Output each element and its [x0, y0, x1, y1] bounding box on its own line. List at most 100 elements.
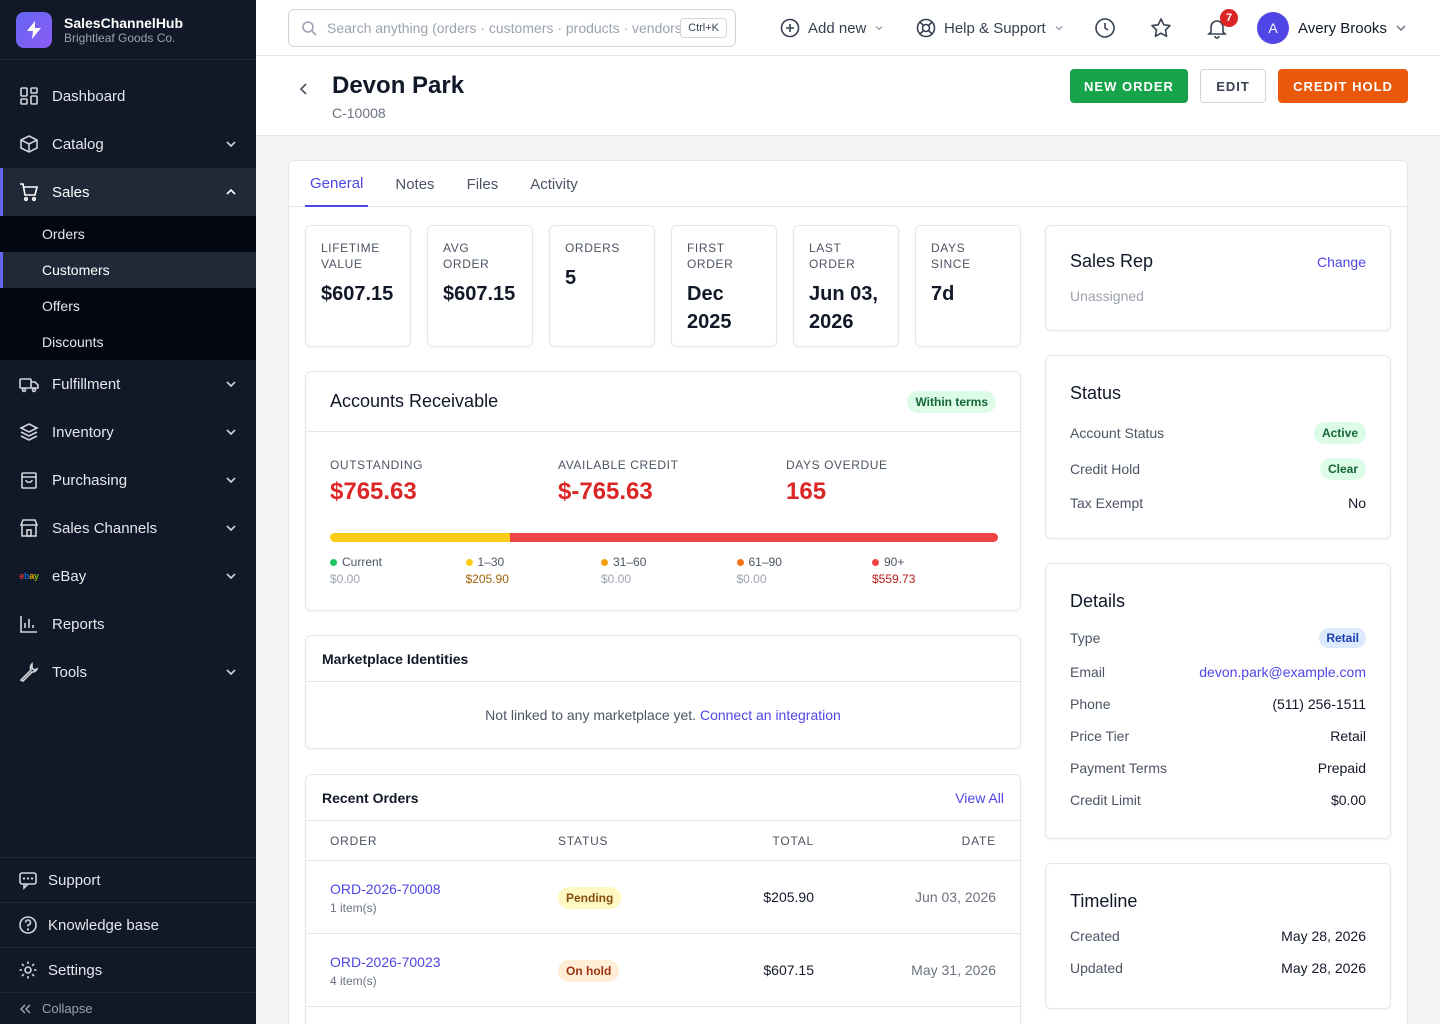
search-shortcut: Ctrl+K [680, 18, 727, 38]
main-nav: Dashboard Catalog Sales Orders Customers… [0, 60, 256, 696]
sidebar-item-dashboard[interactable]: Dashboard [0, 72, 256, 120]
search-box[interactable]: Ctrl+K [288, 9, 736, 47]
email-link[interactable]: devon.park@example.com [1199, 664, 1366, 680]
sidebar-subitem-orders[interactable]: Orders [42, 226, 85, 242]
edit-button[interactable]: EDIT [1200, 69, 1266, 103]
aging-bucket-value: $559.73 [872, 572, 916, 586]
tab-files[interactable]: Files [466, 175, 499, 193]
sidebar-item-sales[interactable]: Sales [0, 168, 256, 216]
double-chevron-left-icon [18, 1002, 32, 1016]
favorites-button[interactable] [1150, 0, 1172, 56]
status-badge: Active [1313, 422, 1366, 444]
tab-activity[interactable]: Activity [530, 175, 578, 193]
sidebar-item-catalog[interactable]: Catalog [0, 120, 256, 168]
sidebar-subitem-offers[interactable]: Offers [42, 298, 80, 314]
sidebar-subitem-discounts[interactable]: Discounts [42, 334, 104, 350]
row-label: Tax Exempt [1070, 495, 1144, 511]
star-icon [1151, 18, 1171, 38]
change-sales-rep-link[interactable]: Change [1316, 253, 1366, 270]
timeline-title: Timeline [1070, 891, 1138, 911]
aging-bucket: 90+ $559.73 [872, 555, 915, 586]
bucket-dot-icon [465, 558, 473, 566]
back-arrow-icon[interactable] [294, 80, 312, 98]
chevron-down-icon [226, 573, 236, 580]
sidebar-item-label: Catalog [52, 135, 104, 153]
ebay-logo-text: ebay [19, 571, 39, 581]
sidebar-item-reports[interactable]: Reports [0, 600, 256, 648]
ar-header: Accounts Receivable Within terms [306, 372, 1020, 432]
shopping-bag-icon [18, 469, 40, 491]
sidebar-item-fulfillment[interactable]: Fulfillment [0, 360, 256, 408]
settings-link[interactable]: Settings [0, 947, 256, 992]
table-row[interactable]: ORD-2026-70008 1 item(s) Pending $205.90… [306, 861, 1020, 934]
sidebar-item-label: Reports [52, 615, 105, 633]
order-item-count: 4 item(s) [330, 974, 377, 988]
new-order-button[interactable]: NEW ORDER [1070, 69, 1188, 103]
chevron-down-icon [226, 141, 236, 148]
support-label: Support [48, 871, 101, 889]
chevron-up-icon [226, 188, 236, 195]
wrench-icon [18, 661, 40, 683]
aging-bucket: 1–30 $205.90 [465, 555, 509, 586]
sidebar-subitem-customers[interactable]: Customers [0, 252, 256, 288]
history-button[interactable] [1094, 0, 1116, 56]
tab-general[interactable]: General [305, 161, 369, 207]
brand[interactable]: SalesChannelHub Brightleaf Goods Co. [0, 0, 256, 60]
layers-icon [18, 421, 40, 443]
search-input[interactable] [327, 20, 681, 36]
stat-label: Avg Order [443, 241, 490, 271]
row-label: Payment Terms [1070, 760, 1167, 776]
sidebar-bottom: Support Knowledge base Settings Collapse [0, 857, 256, 1024]
add-new-button[interactable]: Add new [780, 0, 884, 56]
aging-bucket: 31–60 $0.00 [601, 555, 646, 586]
view-all-link[interactable]: View All [955, 789, 1004, 806]
status-panel: Status Account Status Active Credit Hold… [1045, 355, 1391, 539]
table-row[interactable]: ORD-2026-70023 4 item(s) On hold $607.15… [306, 934, 1020, 1007]
collapse-sidebar-button[interactable]: Collapse [0, 992, 256, 1024]
credit-hold-button[interactable]: CREDIT HOLD [1278, 69, 1408, 103]
notifications-button[interactable]: 7 [1206, 0, 1238, 56]
status-badge: Clear [1319, 458, 1366, 480]
help-support-button[interactable]: Help & Support [916, 0, 1064, 56]
sales-rep-panel: Sales Rep Change Unassigned [1045, 225, 1391, 331]
aging-bucket-label: 90+ [872, 555, 915, 569]
aging-bucket-name: 31–60 [613, 555, 647, 569]
sidebar-item-tools[interactable]: Tools [0, 648, 256, 696]
user-menu-button[interactable]: A Avery Brooks [1257, 0, 1407, 56]
total-cell: $607.15 [763, 962, 814, 978]
sales-rep-title: Sales Rep [1070, 251, 1154, 271]
knowledge-base-link[interactable]: Knowledge base [0, 902, 256, 947]
notification-count-badge: 7 [1220, 9, 1238, 27]
search-icon [302, 21, 317, 36]
account-status-row: Account Status Active [1070, 420, 1366, 446]
aging-bucket-label: Current [330, 555, 382, 569]
aging-bucket-value: $205.90 [465, 572, 509, 586]
created-row: Created May 28, 2026 [1070, 926, 1366, 946]
tab-notes[interactable]: Notes [395, 175, 435, 193]
col-total: TOTAL [772, 833, 814, 848]
connect-integration-link[interactable]: Connect an integration [699, 707, 841, 723]
knowledge-base-label: Knowledge base [48, 916, 159, 934]
status-badge: Pending [558, 887, 622, 909]
order-link[interactable]: ORD-2026-70023 [330, 954, 441, 970]
row-label: Email [1070, 664, 1106, 680]
row-value: Retail [1330, 728, 1366, 744]
sidebar-item-ebay[interactable]: ebay eBay [0, 552, 256, 600]
chevron-down-icon [226, 525, 236, 532]
row-value: May 28, 2026 [1281, 928, 1366, 944]
aging-bar-segment [509, 533, 998, 542]
topbar: Ctrl+K Add new Help & Support 7 A Avery … [256, 0, 1440, 56]
type-badge: Retail [1319, 628, 1366, 648]
date-cell: May 31, 2026 [911, 962, 996, 978]
sidebar-item-purchasing[interactable]: Purchasing [0, 456, 256, 504]
recent-orders-panel: Recent Orders View All ORDER STATUS TOTA… [305, 774, 1021, 1024]
question-circle-icon [18, 915, 38, 935]
status-cell: On hold [558, 960, 620, 982]
support-link[interactable]: Support [0, 857, 256, 902]
sidebar-item-inventory[interactable]: Inventory [0, 408, 256, 456]
sidebar-item-sales-channels[interactable]: Sales Channels [0, 504, 256, 552]
ar-metric-label: Available Credit [558, 458, 679, 472]
order-link[interactable]: ORD-2026-70008 [330, 881, 441, 897]
bucket-dot-icon [736, 558, 744, 566]
marketplace-header: Marketplace Identities [306, 636, 1020, 682]
